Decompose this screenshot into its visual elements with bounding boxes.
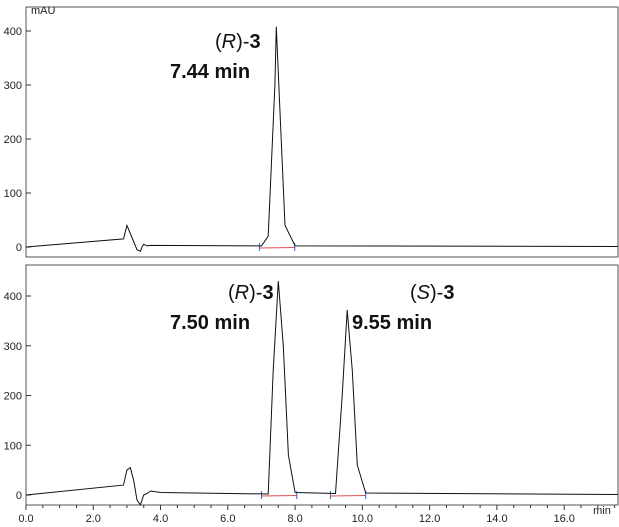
x-tick-label: 10.0 [352,513,373,525]
peak-label-config: S [417,282,431,304]
y-tick-label: 0 [16,242,22,254]
peak-compound-label: (R)-3 [215,31,261,53]
y-axis-unit-label: mAU [31,5,56,17]
plot-frame [25,6,619,258]
y-tick-label: 300 [4,80,22,92]
peak-label-open-paren: ( [215,31,222,53]
y-tick-label: 100 [4,440,22,452]
peak-label-open-paren: ( [228,282,235,304]
y-tick-label: 200 [4,134,22,146]
chromatogram-trace [25,281,619,507]
peak-label-close-paren: )- [236,31,249,53]
peak-label-config: R [222,31,236,53]
x-tick-label: 8.0 [287,513,302,525]
y-tick-label: 400 [4,26,22,38]
y-tick-label: 400 [4,291,22,303]
integration-baseline [330,495,366,497]
peak-label-compound-number: 3 [262,282,273,304]
x-tick-label: 2.0 [86,513,101,525]
top-chromatogram-panel: 0 100 200 300 400 mAU (R)-3 7.44 min [4,5,619,258]
peak-retention-time-label: 7.44 min [170,61,250,83]
peak-label-close-paren: )- [249,282,262,304]
y-tick-label: 0 [16,490,22,502]
peak-label-compound-number: 3 [443,282,454,304]
peak-compound-label: (S)-3 [410,282,454,304]
x-tick-label: 0.0 [18,513,33,525]
peak-label-close-paren: )- [430,282,443,304]
x-tick-label: 14.0 [486,513,507,525]
x-axis-label: min [593,505,611,517]
y-tick-label: 200 [4,391,22,403]
chromatogram-trace [25,26,619,252]
x-tick-label: 16.0 [553,513,574,525]
plot-frame [25,264,619,506]
peak-retention-time-label: 9.55 min [352,312,432,334]
x-tick-label: 4.0 [153,513,168,525]
integration-baseline [259,247,295,249]
x-tick-label: 6.0 [220,513,235,525]
y-tick-label: 100 [4,188,22,200]
peak-label-open-paren: ( [410,282,417,304]
y-tick-label: 300 [4,341,22,353]
x-tick-label: 12.0 [419,513,440,525]
peak-label-config: R [235,282,249,304]
peak-compound-label: (R)-3 [228,282,274,304]
integration-baseline [261,495,297,497]
peak-label-compound-number: 3 [249,31,260,53]
peak-retention-time-label: 7.50 min [170,312,250,334]
